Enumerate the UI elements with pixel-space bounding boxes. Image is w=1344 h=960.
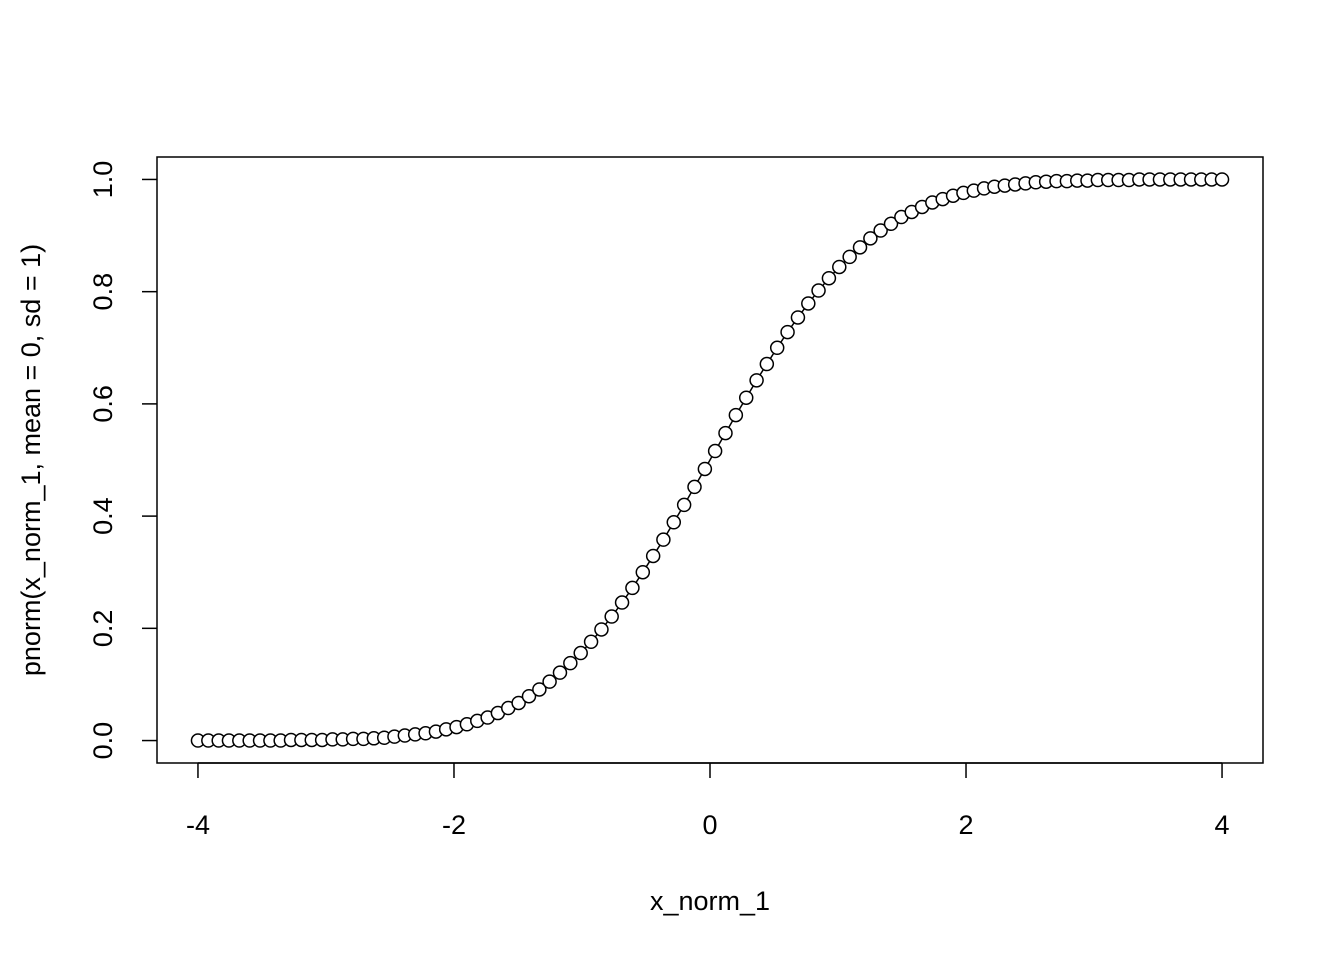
y-tick-label: 0.2 [88,610,118,648]
data-point [635,564,651,580]
y-tick-label: 0.0 [88,722,118,760]
data-point [832,259,847,275]
data-point [718,425,733,441]
data-point [625,580,640,596]
data-point [583,634,599,650]
x-tick-label: 2 [959,810,974,840]
data-point [801,296,816,311]
data-point [645,548,661,564]
data-point [604,609,619,624]
y-tick-label: 0.4 [88,497,118,535]
data-point [842,249,857,265]
y-tick-label: 0.6 [88,385,118,423]
data-point [687,479,702,495]
y-tick-label: 0.8 [88,273,118,311]
data-point [614,595,630,610]
data-point [563,655,578,671]
data-point [811,283,826,298]
x-tick-label: -4 [186,810,210,840]
data-point [728,407,744,423]
data-point [521,688,537,704]
data-point [511,695,526,711]
data-point [852,240,868,255]
data-point [697,461,713,477]
data-point [863,231,878,246]
x-tick-label: 4 [1215,810,1230,840]
data-point [769,340,785,356]
data-point [666,515,682,530]
data-point [532,682,547,697]
y-axis-label: pnorm(x_norm_1, mean = 0, sd = 1) [16,244,46,676]
data-point [676,497,692,513]
data-point [873,223,888,238]
x-tick-label: -2 [442,810,466,840]
data-point [594,622,609,637]
data-point [883,216,899,232]
data-point [656,532,671,547]
x-axis-label: x_norm_1 [650,886,770,916]
data-point [573,645,588,661]
data-point [552,665,568,680]
data-point [749,373,764,388]
data-point [707,443,723,459]
data-point [759,356,775,372]
y-tick-label: 1.0 [88,161,118,199]
data-line [197,178,1223,742]
data-point [780,324,795,340]
data-point [1214,172,1230,187]
data-point [542,674,557,689]
x-tick-label: 0 [702,810,717,840]
data-point [821,270,837,286]
data-point [738,390,754,405]
data-point [790,310,806,325]
